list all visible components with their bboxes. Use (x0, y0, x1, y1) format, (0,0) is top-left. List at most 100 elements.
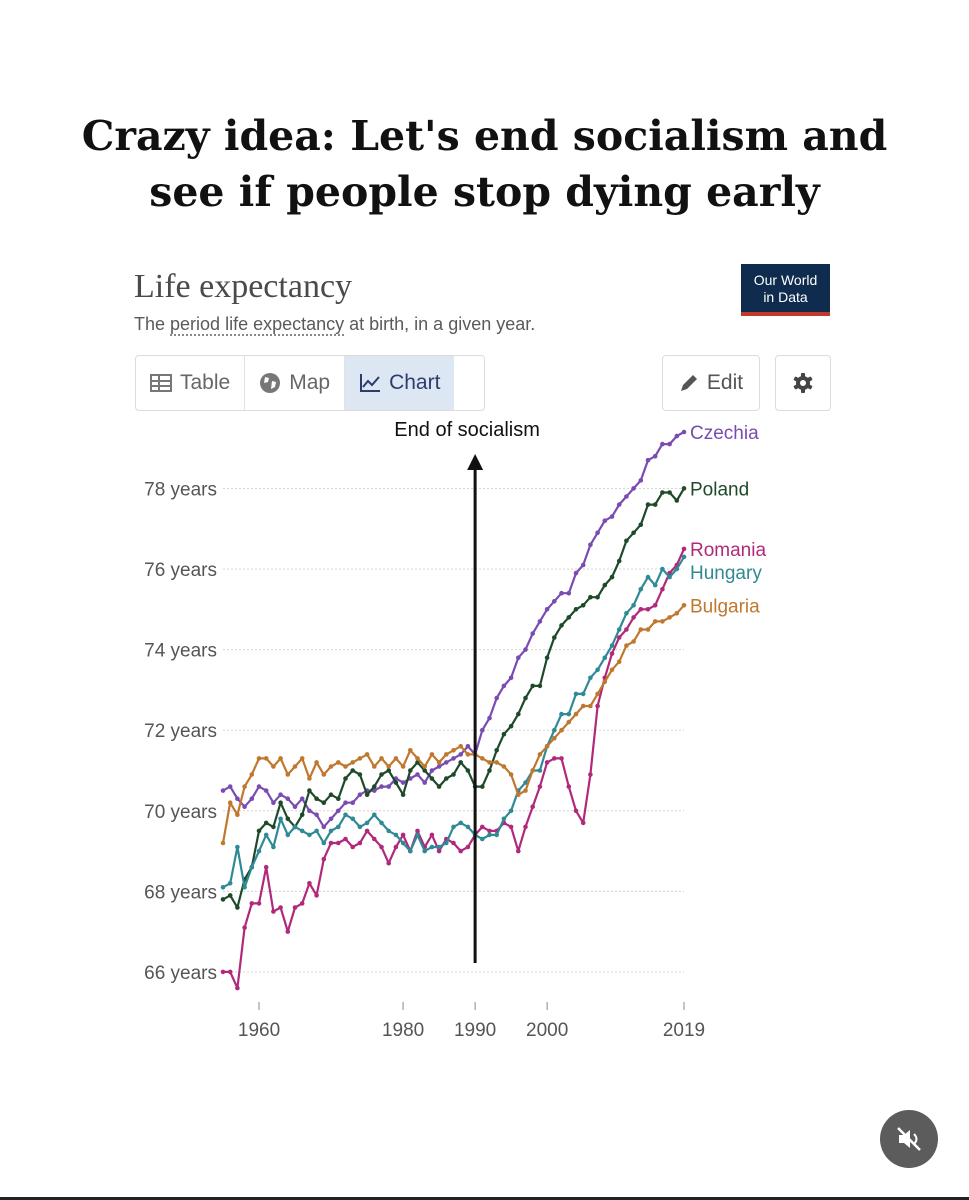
data-point-czechia-1967 (307, 808, 312, 814)
settings-button[interactable] (775, 355, 831, 411)
data-point-czechia-1996 (516, 655, 521, 660)
data-point-romania-1987 (451, 840, 456, 846)
data-point-hungary-1974 (357, 824, 363, 830)
data-point-czechia-2007 (595, 530, 600, 536)
data-point-bulgaria-1994 (501, 764, 507, 769)
data-point-bulgaria-1988 (458, 744, 464, 749)
data-point-romania-1957 (235, 985, 240, 991)
bottom-border (0, 1197, 969, 1200)
data-point-hungary-1997 (523, 780, 528, 785)
data-point-romania-1963 (278, 905, 283, 910)
data-point-poland-2009 (609, 574, 615, 580)
socialism-arrow-head (467, 454, 484, 470)
data-point-romania-1999 (537, 784, 543, 789)
data-point-bulgaria-2002 (559, 727, 564, 733)
data-point-bulgaria-2012 (631, 639, 636, 644)
tab-chart[interactable]: Chart (345, 356, 455, 410)
data-point-poland-1999 (537, 683, 543, 689)
data-point-poland-2010 (616, 558, 622, 564)
data-point-romania-2012 (631, 615, 636, 620)
data-point-poland-1983 (422, 768, 428, 773)
data-point-romania-2005 (580, 820, 586, 826)
data-point-czechia-2017 (667, 441, 672, 447)
y-tick-label-66: 66 years (144, 963, 217, 984)
series-line-hungary (222, 556, 685, 889)
data-point-poland-2012 (631, 530, 636, 536)
y-tick-label-78: 78 years (144, 479, 217, 500)
data-point-czechia-1983 (422, 780, 428, 785)
subtitle-suffix: at birth, in a given year. (344, 314, 536, 334)
data-point-czechia-1989 (465, 744, 471, 749)
data-point-poland-1970 (328, 792, 334, 797)
data-point-hungary-1957 (235, 844, 240, 850)
data-point-bulgaria-1961 (263, 756, 269, 761)
data-point-hungary-2008 (602, 655, 608, 660)
x-tick-label-1960: 1960 (238, 1020, 280, 1041)
data-point-hungary-1988 (458, 820, 464, 826)
gear-icon (793, 373, 813, 393)
data-point-bulgaria-1964 (285, 772, 291, 777)
edit-label: Edit (706, 371, 744, 394)
data-point-romania-2004 (573, 808, 579, 814)
data-point-czechia-2015 (652, 453, 658, 459)
data-point-hungary-2010 (616, 627, 622, 632)
data-point-bulgaria-2001 (552, 735, 557, 741)
subtitle-link[interactable]: period life expectancy (170, 314, 345, 336)
series-label-bulgaria: Bulgaria (690, 596, 760, 617)
tab-table[interactable]: Table (136, 356, 246, 410)
data-point-czechia-1977 (379, 784, 384, 789)
data-point-czechia-1964 (285, 796, 291, 801)
data-point-hungary-1976 (372, 812, 377, 818)
tab-chart-label: Chart (389, 371, 441, 394)
data-point-bulgaria-1996 (516, 792, 521, 797)
data-point-bulgaria-1989 (465, 752, 471, 757)
data-point-bulgaria-2017 (667, 615, 672, 620)
chart-title: Life expectancy (134, 268, 353, 305)
headline-line-2: see if people stop dying early (149, 168, 820, 216)
data-point-czechia-1982 (415, 772, 420, 777)
series-line-czechia (222, 431, 685, 829)
data-point-poland-2016 (660, 490, 665, 495)
data-point-hungary-2014 (645, 574, 651, 580)
data-point-czechia-1968 (314, 812, 319, 818)
data-point-czechia-1997 (523, 647, 528, 652)
data-point-poland-1985 (436, 784, 442, 789)
subtitle-prefix: The (134, 314, 171, 334)
data-point-hungary-1969 (321, 840, 327, 846)
data-point-poland-2017 (667, 490, 672, 495)
data-point-poland-1962 (271, 824, 276, 830)
y-tick-label-74: 74 years (144, 641, 217, 662)
data-point-romania-2001 (552, 756, 557, 761)
tab-map[interactable]: Map (245, 356, 346, 410)
data-point-romania-1959 (249, 901, 255, 906)
data-point-bulgaria-2011 (624, 643, 629, 648)
data-point-poland-1994 (501, 731, 507, 737)
data-point-czechia-1988 (458, 752, 464, 757)
data-point-hungary-1966 (299, 828, 305, 834)
data-point-hungary-1986 (444, 840, 449, 846)
data-point-bulgaria-1986 (444, 752, 449, 757)
data-point-romania-1984 (429, 832, 435, 838)
data-point-hungary-1987 (451, 824, 456, 830)
data-point-hungary-1979 (393, 832, 399, 838)
data-point-czechia-1970 (328, 816, 334, 822)
data-point-czechia-1999 (537, 619, 543, 624)
edit-button[interactable]: Edit (662, 355, 760, 411)
data-point-hungary-1960 (256, 848, 262, 854)
owid-logo[interactable]: Our World in Data (741, 264, 830, 316)
data-point-bulgaria-1980 (400, 764, 406, 769)
data-point-poland-2008 (602, 582, 608, 588)
data-point-poland-2000 (544, 655, 550, 660)
data-point-poland-1963 (278, 800, 283, 805)
data-point-czechia-1991 (480, 727, 485, 733)
x-tick-label-1990: 1990 (454, 1020, 496, 1041)
data-point-poland-1960 (256, 828, 262, 834)
y-tick-label-76: 76 years (144, 560, 217, 581)
data-point-poland-1989 (465, 768, 471, 773)
data-point-poland-1976 (372, 784, 377, 789)
data-point-bulgaria-1982 (415, 756, 420, 761)
data-point-poland-2018 (674, 498, 680, 503)
data-point-hungary-1993 (494, 832, 500, 838)
mute-button[interactable] (880, 1110, 938, 1168)
data-point-hungary-1967 (307, 832, 312, 838)
